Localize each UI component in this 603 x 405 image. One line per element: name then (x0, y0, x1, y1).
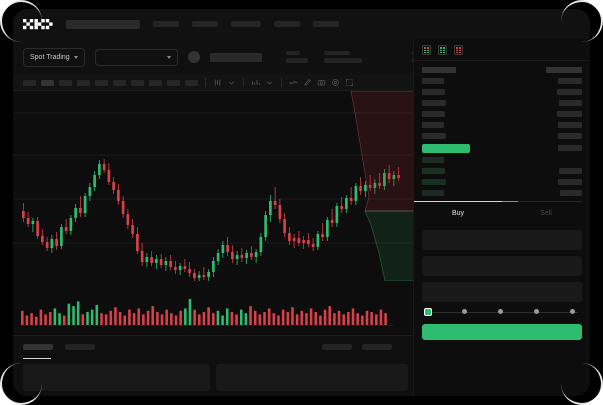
stat-high (323, 51, 362, 63)
okx-logo[interactable] (23, 18, 53, 30)
nav-item-4[interactable] (274, 21, 300, 27)
orderbook-ask-row[interactable] (422, 110, 582, 118)
chart-toolbar (13, 75, 414, 91)
chevron-down-icon (166, 55, 171, 59)
volume-series (21, 299, 393, 326)
timeframe-8[interactable] (149, 79, 162, 86)
pencil-icon[interactable] (303, 78, 312, 87)
orderbook-ask-row[interactable] (422, 77, 582, 85)
toolbar-divider (243, 78, 244, 87)
tab-order-history[interactable] (65, 344, 95, 350)
timeframe-9[interactable] (167, 79, 180, 86)
chevron-down-icon (73, 55, 78, 59)
price-field[interactable] (422, 230, 582, 250)
price-chart[interactable] (13, 91, 414, 336)
spot-trading-label: Spot Trading (30, 53, 70, 61)
action-1[interactable] (322, 344, 352, 350)
orderbook-header (422, 66, 582, 74)
spot-trading-dropdown[interactable]: Spot Trading (23, 47, 85, 67)
orderbook-bid-row[interactable] (422, 156, 582, 164)
order-form (414, 224, 590, 302)
timeframe-10[interactable] (185, 79, 198, 86)
settings-gear-icon[interactable] (331, 78, 340, 87)
orderbook-both-icon[interactable] (422, 44, 431, 55)
timeframe-6[interactable] (113, 79, 126, 86)
orderbook[interactable] (414, 61, 590, 197)
toolbar-divider (281, 78, 282, 87)
indicators-icon[interactable] (251, 78, 260, 87)
timeframe-1[interactable] (23, 79, 36, 86)
last-price-row (422, 143, 582, 153)
slider-stop-50[interactable] (498, 309, 503, 314)
pair-name-placeholder (209, 52, 262, 62)
slider-stop-75[interactable] (534, 309, 539, 314)
chevron-down-icon[interactable] (265, 78, 274, 87)
orderbook-bid-row[interactable] (422, 189, 582, 197)
timeframe-2[interactable] (41, 79, 54, 86)
line-chart-icon[interactable] (289, 78, 298, 87)
nav-item-5[interactable] (313, 21, 339, 27)
orderbook-view-tabs (414, 39, 590, 61)
tab-buy-label: Buy (451, 209, 465, 217)
screen: Spot Trading (13, 9, 590, 396)
bottom-placeholder-right (216, 364, 408, 391)
camera-icon[interactable] (317, 78, 326, 87)
stat-change (285, 51, 308, 63)
timeframe-4[interactable] (77, 79, 90, 86)
orderbook-bid-row[interactable] (422, 178, 582, 186)
pair-dropdown[interactable] (94, 48, 178, 66)
slider-stop-25[interactable] (462, 309, 467, 314)
active-tab-underline (23, 358, 51, 359)
buy-tab-underline (414, 201, 502, 202)
candlestick-series (13, 112, 414, 281)
orderbook-ask-row[interactable] (422, 121, 582, 129)
right-column: Buy Sell (413, 39, 590, 396)
tab-sell[interactable]: Sell (502, 202, 590, 224)
timeframe-3[interactable] (59, 79, 72, 86)
tab-open-orders[interactable] (23, 344, 53, 350)
orderbook-ask-row[interactable] (422, 88, 582, 96)
orderbook-ask-row[interactable] (422, 132, 582, 140)
nav-item-2[interactable] (192, 21, 218, 27)
fullscreen-icon[interactable] (345, 78, 354, 87)
amount-field[interactable] (422, 256, 582, 276)
toolbar-divider (205, 78, 206, 87)
total-field[interactable] (422, 282, 582, 302)
candlestick-type-icon[interactable] (213, 78, 222, 87)
buy-submit-button[interactable] (422, 324, 582, 340)
avatar (187, 51, 200, 63)
slider-handle[interactable] (424, 308, 432, 316)
nav-item-3[interactable] (231, 21, 261, 27)
last-price-bar (422, 143, 470, 153)
nav-item-1[interactable] (153, 21, 179, 27)
tab-sell-label: Sell (540, 209, 552, 217)
buy-sell-tabs: Buy Sell (414, 201, 590, 224)
timeframe-5[interactable] (95, 79, 108, 86)
amount-percent-slider[interactable] (424, 308, 580, 318)
top-nav (13, 9, 590, 39)
slider-stop-100[interactable] (570, 309, 575, 314)
action-2[interactable] (362, 344, 392, 350)
tab-buy[interactable]: Buy (414, 201, 502, 224)
orderbook-bid-row[interactable] (422, 167, 582, 175)
timeframe-7[interactable] (131, 79, 144, 86)
orderbook-bids-icon[interactable] (438, 44, 447, 55)
nav-primary-placeholder[interactable] (66, 19, 140, 29)
bottom-placeholder-left (23, 364, 210, 391)
orderbook-asks-icon[interactable] (454, 44, 463, 55)
orders-panel (13, 335, 414, 396)
chevron-down-icon[interactable] (227, 78, 236, 87)
okx-logo-icon (23, 18, 53, 29)
orderbook-ask-row[interactable] (422, 99, 582, 107)
